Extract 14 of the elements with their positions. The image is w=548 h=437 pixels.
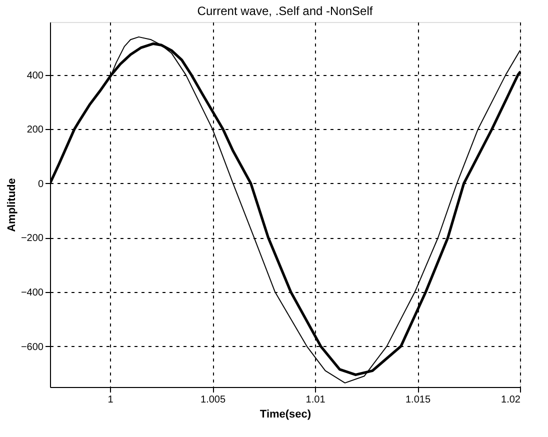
y-tick-label: −400 (20, 288, 44, 299)
y-tick-label: −200 (20, 233, 44, 244)
x-tick-label: 1.005 (200, 394, 226, 406)
y-tick-label: 200 (26, 124, 44, 136)
x-axis-title: Time(sec) (260, 408, 312, 420)
y-axis-title: Amplitude (6, 178, 18, 232)
x-tick-label: 1.015 (406, 394, 431, 406)
x-tick-label: 1.02 (501, 394, 521, 406)
y-tick-label: 0 (38, 178, 44, 190)
y-tick-label: 400 (26, 70, 44, 82)
y-tick-label: −600 (20, 342, 44, 353)
x-tick-label: 1 (108, 394, 114, 406)
chart-title: Current wave, .Self and -NonSelf (197, 4, 374, 18)
x-tick-label: 1.01 (306, 394, 326, 406)
